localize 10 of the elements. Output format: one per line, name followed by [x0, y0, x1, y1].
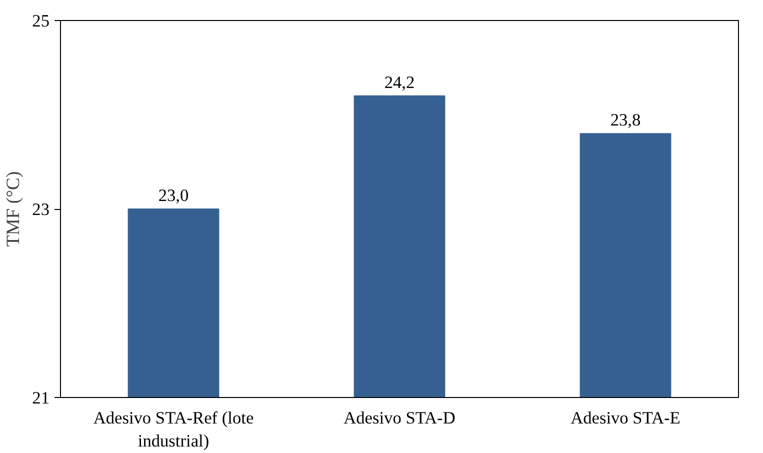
y-axis-title: TMF (°C): [3, 171, 24, 247]
x-tick-label: Adesivo STA-D: [344, 408, 456, 428]
x-tick-label: Adesivo STA-Ref (lote industrial): [93, 408, 254, 450]
data-label: 23,0: [158, 186, 189, 205]
data-label: 23,8: [610, 110, 641, 130]
data-label: 24,2: [384, 72, 415, 92]
x-tick-label: Adesivo STA-E: [570, 408, 680, 428]
y-tick-label: 21: [32, 388, 50, 408]
y-tick-label: 25: [32, 12, 50, 30]
y-tick-label: 23: [32, 200, 50, 219]
